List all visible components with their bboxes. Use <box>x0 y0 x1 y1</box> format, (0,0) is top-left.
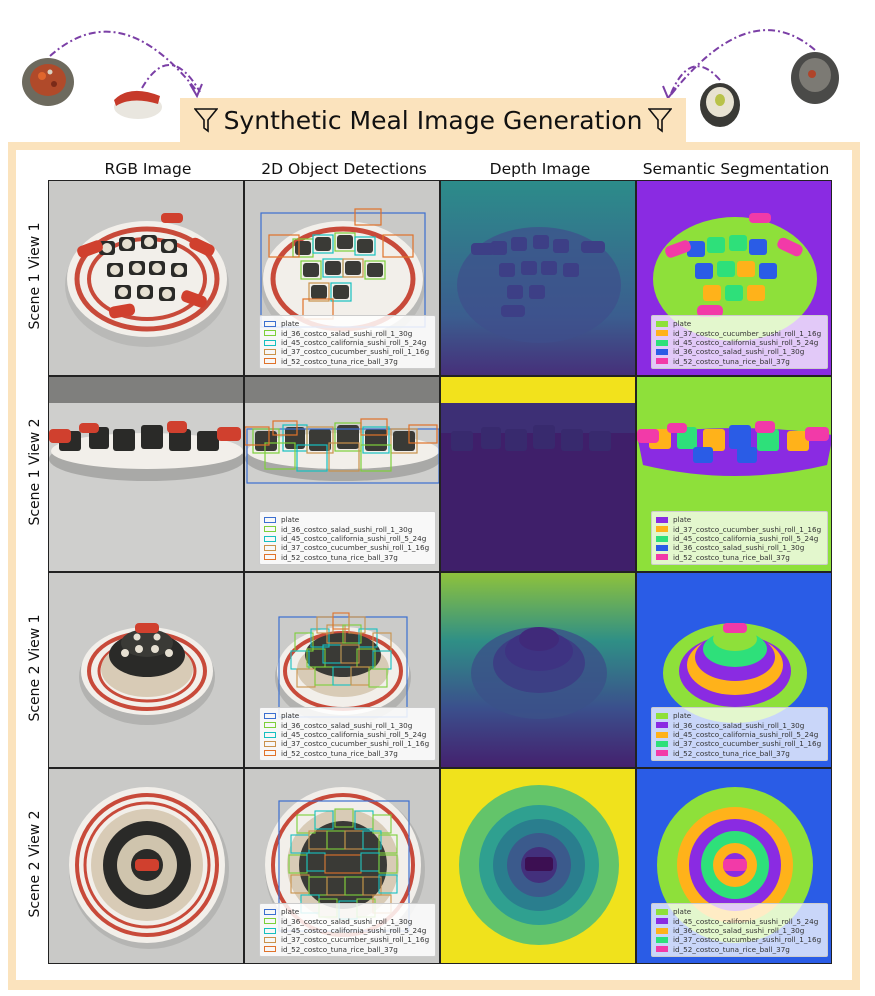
legend-label: id_37_costco_cucumber_sushi_roll_1_16g <box>281 935 430 945</box>
legend-label: id_37_costco_cucumber_sushi_roll_1_16g <box>673 328 822 338</box>
column-header-depth: Depth Image <box>489 160 591 178</box>
legend-label: id_52_costco_tuna_rice_ball_37g <box>281 944 398 954</box>
detection-legend: plate id_36_costco_salad_sushi_roll_1_30… <box>259 903 437 957</box>
legend-label: id_52_costco_tuna_rice_ball_37g <box>673 356 790 366</box>
legend-label: id_37_costco_cucumber_sushi_roll_1_16g <box>673 739 822 749</box>
legend-label: id_37_costco_cucumber_sushi_roll_1_16g <box>281 739 430 749</box>
column-header-segmentation: Semantic Segmentation <box>642 160 830 178</box>
segmentation-image-s2v1: plate id_36_costco_salad_sushi_roll_1_30… <box>636 572 832 768</box>
column-header-rgb: RGB Image <box>104 160 192 178</box>
legend-label: id_36_costco_salad_sushi_roll_1_30g <box>281 916 413 926</box>
detection-legend: plate id_36_costco_salad_sushi_roll_1_30… <box>259 315 437 369</box>
row-header-s2v1: Scene 2 View 1 <box>27 614 43 722</box>
legend-label: id_52_costco_tuna_rice_ball_37g <box>673 552 790 562</box>
rgb-image-s2v2 <box>48 768 244 964</box>
segmentation-legend: plate id_37_costco_cucumber_sushi_roll_1… <box>651 315 829 369</box>
depth-image-s2v1 <box>440 572 636 768</box>
segmentation-legend: plate id_36_costco_salad_sushi_roll_1_30… <box>651 707 829 761</box>
legend-label: id_45_costco_california_sushi_roll_5_24g <box>281 730 427 740</box>
depth-image-s2v2 <box>440 768 636 964</box>
detection-legend: plate id_36_costco_salad_sushi_roll_1_30… <box>259 707 437 761</box>
legend-label: id_45_costco_california_sushi_roll_5_24g <box>673 338 819 348</box>
decor-sushi-left <box>22 30 203 119</box>
legend-label: id_36_costco_salad_sushi_roll_1_30g <box>673 720 805 730</box>
rgb-image-s2v1 <box>48 572 244 768</box>
legend-label: id_45_costco_california_sushi_roll_5_24g <box>673 534 819 544</box>
legend-label: id_36_costco_salad_sushi_roll_1_30g <box>673 926 805 936</box>
funnel-icon <box>648 108 673 133</box>
legend-label: plate <box>673 907 692 917</box>
sushi-roll-dark-image <box>791 52 839 104</box>
legend-label: id_52_costco_tuna_rice_ball_37g <box>281 356 398 366</box>
row-header-s1v1: Scene 1 View 1 <box>27 222 43 330</box>
depth-image-s1v1 <box>440 180 636 376</box>
legend-label: plate <box>281 515 300 525</box>
sushi-roll-cucumber-image <box>700 83 740 127</box>
segmentation-legend: plate id_45_costco_california_sushi_roll… <box>651 903 829 957</box>
legend-label: plate <box>281 711 300 721</box>
legend-label: id_52_costco_tuna_rice_ball_37g <box>673 748 790 758</box>
legend-label: id_52_costco_tuna_rice_ball_37g <box>673 944 790 954</box>
depth-image-s1v2 <box>440 376 636 572</box>
legend-label: id_36_costco_salad_sushi_roll_1_30g <box>673 347 805 357</box>
rgb-image-s1v2 <box>48 376 244 572</box>
legend-label: id_45_costco_california_sushi_roll_5_24g <box>673 916 819 926</box>
legend-label: plate <box>281 907 300 917</box>
legend-label: id_37_costco_cucumber_sushi_roll_1_16g <box>673 935 822 945</box>
detection-image-s2v2: plate id_36_costco_salad_sushi_roll_1_30… <box>244 768 440 964</box>
sushi-roll-spicy-image <box>22 58 74 106</box>
title-row: Synthetic Meal Image Generation <box>180 98 686 142</box>
legend-label: id_52_costco_tuna_rice_ball_37g <box>281 552 398 562</box>
column-header-detections: 2D Object Detections <box>261 160 427 178</box>
legend-label: id_45_costco_california_sushi_roll_5_24g <box>281 926 427 936</box>
segmentation-image-s2v2: plate id_45_costco_california_sushi_roll… <box>636 768 832 964</box>
legend-label: plate <box>281 319 300 329</box>
page-title: Synthetic Meal Image Generation <box>223 105 643 135</box>
legend-label: id_36_costco_salad_sushi_roll_1_30g <box>673 543 805 553</box>
legend-label: plate <box>673 319 692 329</box>
rgb-image-s1v1 <box>48 180 244 376</box>
legend-label: id_37_costco_cucumber_sushi_roll_1_16g <box>673 524 822 534</box>
legend-label: id_45_costco_california_sushi_roll_5_24g <box>281 534 427 544</box>
legend-label: id_37_costco_cucumber_sushi_roll_1_16g <box>281 347 430 357</box>
detection-image-s1v1: plate id_36_costco_salad_sushi_roll_1_30… <box>244 180 440 376</box>
detection-legend: plate id_36_costco_salad_sushi_roll_1_30… <box>259 511 437 565</box>
legend-label: id_36_costco_salad_sushi_roll_1_30g <box>281 328 413 338</box>
legend-label: id_45_costco_california_sushi_roll_5_24g <box>673 730 819 740</box>
title-banner: Synthetic Meal Image Generation <box>180 98 686 142</box>
row-header-s2v2: Scene 2 View 2 <box>27 810 43 918</box>
sushi-nigiri-image <box>114 90 162 119</box>
funnel-icon <box>193 108 218 133</box>
legend-label: id_37_costco_cucumber_sushi_roll_1_16g <box>281 543 430 553</box>
legend-label: plate <box>673 515 692 525</box>
segmentation-image-s1v2: plate id_37_costco_cucumber_sushi_roll_1… <box>636 376 832 572</box>
detection-image-s2v1: plate id_36_costco_salad_sushi_roll_1_30… <box>244 572 440 768</box>
legend-label: id_52_costco_tuna_rice_ball_37g <box>281 748 398 758</box>
row-header-s1v2: Scene 1 View 2 <box>27 418 43 526</box>
segmentation-legend: plate id_37_costco_cucumber_sushi_roll_1… <box>651 511 829 565</box>
segmentation-image-s1v1: plate id_37_costco_cucumber_sushi_roll_1… <box>636 180 832 376</box>
legend-label: id_45_costco_california_sushi_roll_5_24g <box>281 338 427 348</box>
detection-image-s1v2: plate id_36_costco_salad_sushi_roll_1_30… <box>244 376 440 572</box>
legend-label: id_36_costco_salad_sushi_roll_1_30g <box>281 720 413 730</box>
legend-label: id_36_costco_salad_sushi_roll_1_30g <box>281 524 413 534</box>
legend-label: plate <box>673 711 692 721</box>
